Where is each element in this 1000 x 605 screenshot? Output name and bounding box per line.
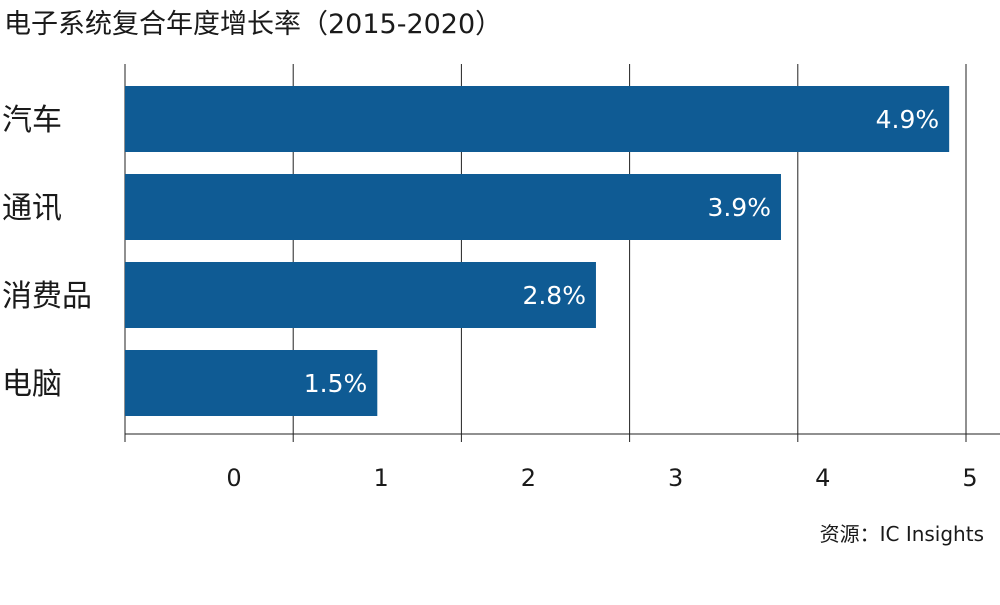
x-tick-label-2: 2 [521,464,536,492]
category-label-0: 汽车 [2,103,62,138]
data-label-0: 4.9% [876,105,940,134]
category-label-2: 消费品 [2,279,92,314]
chart-title: 电子系统复合年度增长率（2015-2020） [4,9,503,40]
x-tick-label-0: 0 [226,464,241,492]
bar-0 [125,86,950,152]
bar-1 [125,174,781,240]
x-tick-label-3: 3 [668,464,683,492]
x-tick-label-5: 5 [962,464,977,492]
x-axis: 0 1 2 3 4 5 [125,433,1000,492]
data-label-2: 2.8% [522,281,586,310]
category-label-3: 电脑 [2,367,62,402]
data-label-1: 3.9% [707,193,771,222]
bars: 4.9% 3.9% 2.8% 1.5% [125,86,950,416]
bar-3 [125,350,378,416]
x-tick-label-1: 1 [374,464,389,492]
x-tick-label-4: 4 [815,464,830,492]
category-label-1: 通讯 [2,191,62,226]
bar-2 [125,262,596,328]
data-label-3: 1.5% [304,369,368,398]
source-note: 资源：IC Insights [819,522,984,546]
